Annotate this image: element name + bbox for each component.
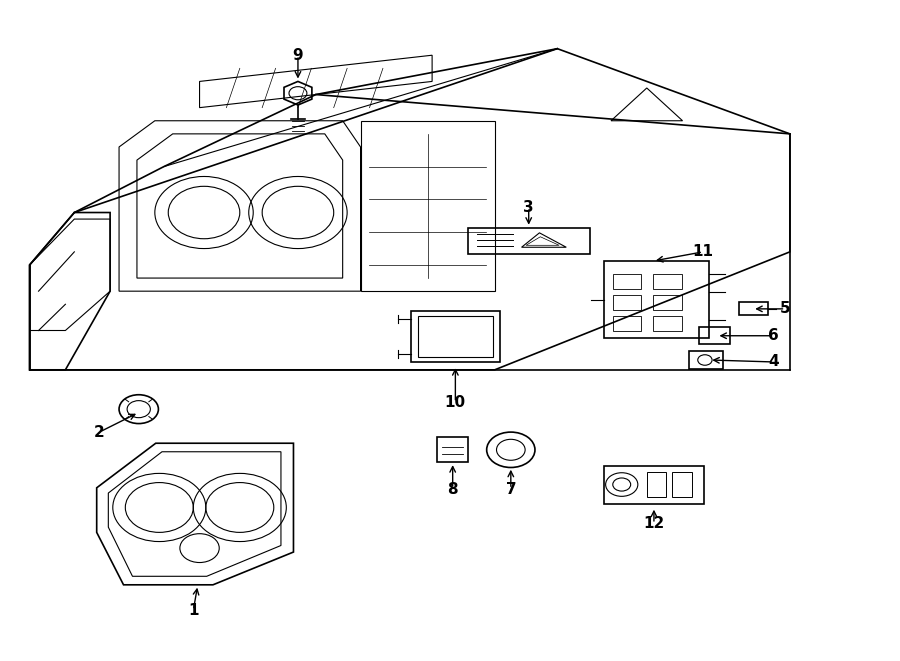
Text: 11: 11 <box>693 245 714 259</box>
Text: 6: 6 <box>769 329 779 343</box>
Text: 5: 5 <box>780 301 791 317</box>
Text: 12: 12 <box>644 516 664 531</box>
Text: 8: 8 <box>447 482 458 496</box>
Text: 1: 1 <box>188 603 199 618</box>
Text: 4: 4 <box>769 354 779 369</box>
Text: 9: 9 <box>292 48 303 63</box>
Text: 7: 7 <box>506 482 516 496</box>
Text: 3: 3 <box>524 200 534 215</box>
Text: 10: 10 <box>445 395 466 410</box>
Text: 2: 2 <box>94 424 104 440</box>
